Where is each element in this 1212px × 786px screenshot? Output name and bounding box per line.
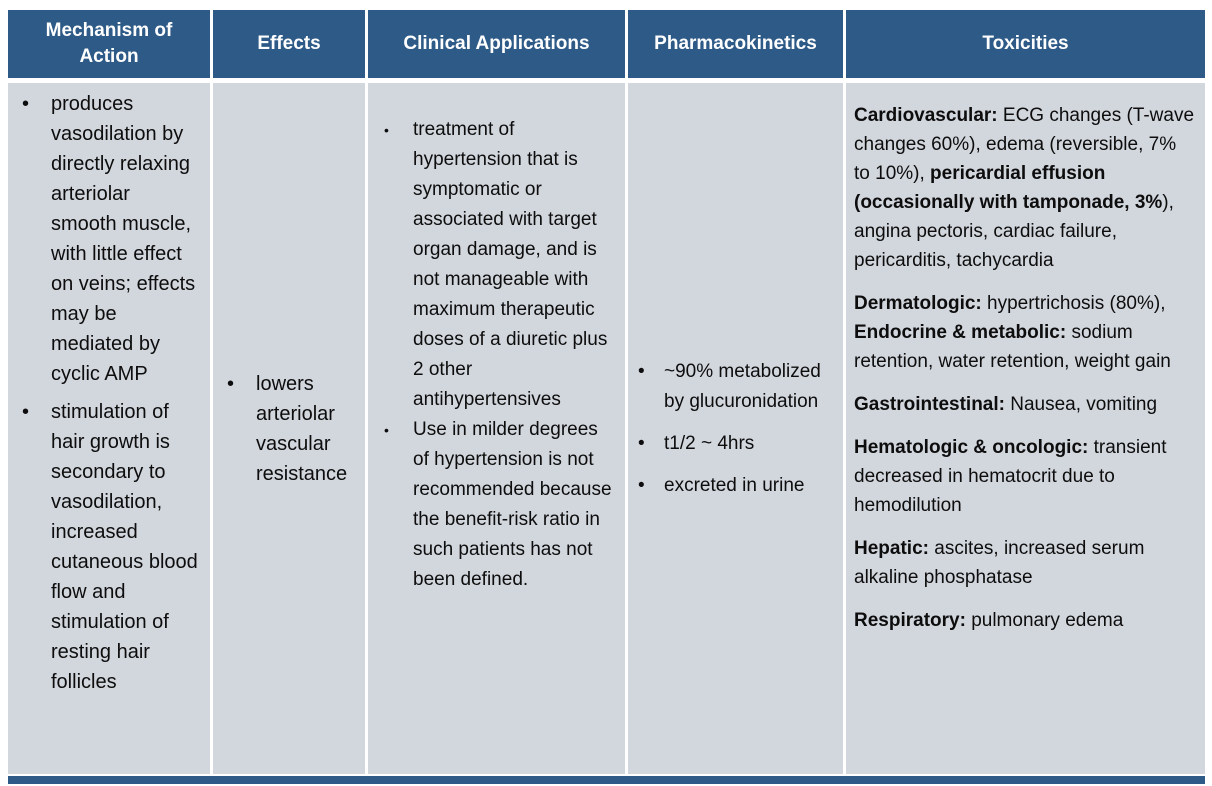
bullet-icon: • [384,422,389,438]
list-item: • stimulation of hair growth is secondar… [22,397,200,697]
bullet-icon: • [638,360,645,382]
bullet-icon: • [638,432,645,454]
header-toxicities: Toxicities [846,10,1205,78]
bullet-text: stimulation of hair growth is secondary … [51,401,198,693]
drug-table: Mechanism of Action Effects Clinical App… [8,10,1205,784]
table-bottom-border [8,776,1205,784]
bullet-text: excreted in urine [664,474,805,496]
cell-toxicities: Cardiovascular: ECG changes (T-wave chan… [846,83,1205,774]
list-item: • excreted in urine [638,471,835,501]
toxicity-paragraph-hematologic: Hematologic & oncologic: transient decre… [854,437,1167,516]
bullet-icon: • [22,401,30,423]
header-effects: Effects [213,10,365,78]
cell-mechanism-of-action: • produces vasodilation by directly rela… [8,83,210,774]
bullet-icon: • [384,122,389,138]
list-item: • Use in milder degrees of hypertension … [384,415,613,595]
list-item: • treatment of hypertension that is symp… [384,115,613,415]
cell-effects: • lowers arteriolar vascular resistance [213,83,365,774]
bullet-icon: • [227,372,235,395]
bullet-icon: • [22,93,30,115]
toxicity-paragraph-respiratory: Respiratory: pulmonary edema [854,610,1124,631]
list-item: • ~90% metabolized by glucuronidation [638,357,835,417]
bullet-text: Use in milder degrees of hypertension is… [413,419,612,590]
header-pharmacokinetics: Pharmacokinetics [628,10,843,78]
list-item: • produces vasodilation by directly rela… [22,89,200,389]
bullet-text: treatment of hypertension that is sympto… [413,119,608,410]
cell-pharmacokinetics: • ~90% metabolized by glucuronidation • … [628,83,843,774]
bullet-icon: • [638,474,645,496]
header-clinical-applications: Clinical Applications [368,10,625,78]
list-item: • t1/2 ~ 4hrs [638,429,835,459]
toxicity-paragraph-dermatologic-endocrine: Dermatologic: hypertrichosis (80%), Endo… [854,293,1171,372]
table-header-row: Mechanism of Action Effects Clinical App… [8,10,1205,78]
header-mechanism-of-action: Mechanism of Action [8,10,210,78]
cell-clinical-applications: • treatment of hypertension that is symp… [368,83,625,774]
bullet-text: produces vasodilation by directly relaxi… [51,93,196,385]
bullet-text: t1/2 ~ 4hrs [664,432,755,454]
toxicity-paragraph-cardiovascular: Cardiovascular: ECG changes (T-wave chan… [854,105,1195,271]
toxicity-paragraph-hepatic: Hepatic: ascites, increased serum alkali… [854,538,1145,588]
bullet-text: ~90% metabolized by glucuronidation [664,360,821,412]
table-body-row: • produces vasodilation by directly rela… [8,83,1205,774]
list-item: • lowers arteriolar vascular resistance [227,369,357,489]
toxicity-paragraph-gastrointestinal: Gastrointestinal: Nausea, vomiting [854,394,1158,415]
bullet-text: lowers arteriolar vascular resistance [256,372,348,485]
